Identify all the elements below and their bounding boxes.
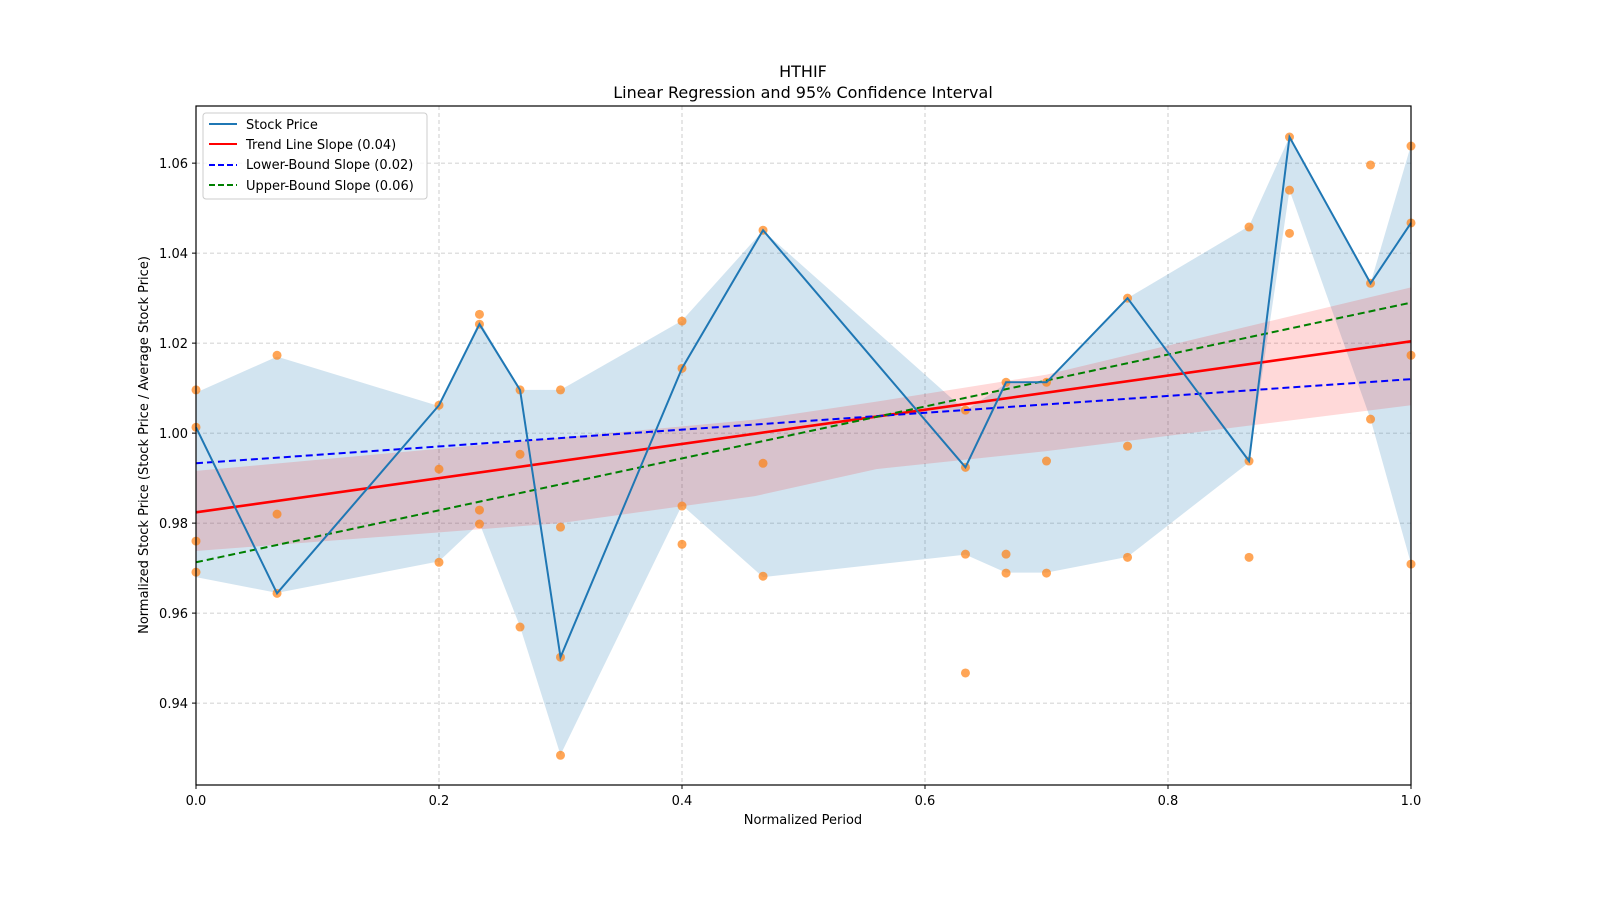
upper-bound-line [195,301,1412,564]
legend-label-stock-price: Stock Price [246,118,318,133]
stock-price-band [196,137,1411,755]
x-tick-label: 1.0 [1401,794,1422,809]
scatter-point [677,316,687,326]
scatter-point [1366,160,1376,170]
stock-price-line-group [195,133,1412,661]
scatter-point [474,309,484,319]
stock-price-band-area [196,137,1411,755]
scatter-point [1001,568,1011,578]
legend-box [202,112,428,200]
scatter-point [1123,552,1133,562]
scatter-point [1042,456,1051,466]
x-tick-label: 0.6 [915,794,936,809]
scatter-point [272,350,282,360]
legend: Stock Price Trend Line Slope (0.04) Lowe… [202,112,428,200]
scatter-point [677,539,687,549]
y-tick-label: 1.00 [159,427,188,442]
x-axis-ticks: 0.0 0.2 0.4 0.6 0.8 1.0 [186,785,1422,809]
scatter-point [758,458,768,468]
scatter-point [515,449,525,459]
scatter-point [758,571,768,581]
scatter-point [556,385,565,395]
x-axis-label: Normalized Period [744,813,862,828]
lower-bound-line [195,378,1412,465]
stock-price-line [195,133,1412,661]
scatter-point [677,501,687,511]
scatter-point [515,622,525,632]
scatter-point [1244,552,1254,562]
x-tick-label: 0.2 [429,794,450,809]
scatter-point [474,505,484,515]
scatter-point [556,750,565,760]
y-tick-label: 0.96 [159,607,188,622]
scatter-point [434,557,444,567]
legend-label-lower-bound: Lower-Bound Slope (0.02) [246,158,413,173]
scatter-point [1042,568,1051,578]
x-tick-label: 0.8 [1158,794,1179,809]
y-tick-label: 1.06 [159,157,188,172]
x-tick-label: 0.0 [186,794,207,809]
scatter-point [1285,185,1294,195]
plot-frame [195,105,1412,786]
scatter-point [1285,228,1294,238]
y-tick-label: 1.02 [159,337,188,352]
scatter-point [474,519,484,529]
scatter-point [1001,549,1011,559]
y-axis-ticks: 0.94 0.96 0.98 1.00 1.02 1.04 1.06 [159,157,196,712]
trend-line [195,340,1412,514]
y-tick-label: 0.98 [159,517,188,532]
y-tick-label: 1.04 [159,247,188,262]
scatter-point [556,522,565,532]
y-axis-label: Normalized Stock Price (Stock Price / Av… [137,256,152,634]
regression-lines [195,301,1412,564]
legend-label-trend-line: Trend Line Slope (0.04) [245,138,396,153]
y-tick-label: 0.94 [159,697,188,712]
confidence-band-area [196,287,1411,552]
legend-label-upper-bound: Upper-Bound Slope (0.06) [246,179,414,194]
scatter-point [1244,222,1254,232]
scatter-point [434,464,444,474]
confidence-band [196,287,1411,552]
scatter-point [960,668,970,678]
x-tick-label: 0.4 [672,794,693,809]
scatter-point [1123,441,1133,451]
scatter-point [1366,414,1376,424]
scatter-point [272,509,282,519]
scatter-point [960,549,970,559]
chart-subtitle: Linear Regression and 95% Confidence Int… [613,83,993,102]
chart-title: HTHIF [779,62,827,81]
